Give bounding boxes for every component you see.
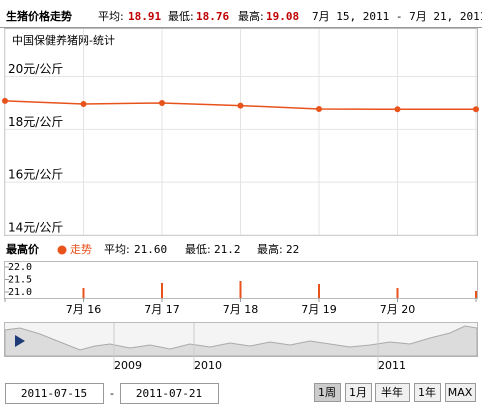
high-bar xyxy=(318,284,320,298)
sub-stat-label: 最低: xyxy=(185,243,211,256)
range-button[interactable] xyxy=(445,383,476,402)
to-input[interactable] xyxy=(120,383,219,404)
x-tick-label: 7月 20 xyxy=(380,303,416,316)
sub-stat-value: 21.2 xyxy=(214,243,241,256)
date-separator: - xyxy=(110,387,114,400)
price-point xyxy=(159,99,165,106)
stat-value: 19.08 xyxy=(266,10,299,23)
price-point xyxy=(394,106,401,113)
stat-label: 最高: xyxy=(238,9,264,23)
y-tick-label: 18元/公斤 xyxy=(8,115,63,129)
high-bar xyxy=(161,283,163,298)
from-input[interactable] xyxy=(5,383,104,404)
price-point xyxy=(80,101,87,108)
high-bar xyxy=(82,288,85,298)
stat-value: 18.76 xyxy=(196,10,229,23)
sub-stat-value: 22 xyxy=(286,243,299,256)
stat-value: 18.91 xyxy=(128,10,161,23)
range-button-label[interactable]: 1周 xyxy=(318,386,336,399)
legend-dot xyxy=(57,245,67,255)
y-tick-label: 22.0 xyxy=(8,262,32,273)
x-tick-label: 7月 18 xyxy=(223,303,259,316)
header-range: 7月 15, 2011 - 7月 21, 2011 xyxy=(312,10,482,23)
high-bar xyxy=(396,288,399,298)
high-bar xyxy=(475,291,477,298)
sub-stat-label: 平均: xyxy=(104,243,130,256)
y-tick-label: 14元/公斤 xyxy=(8,221,63,235)
y-tick-label: 20元/公斤 xyxy=(8,62,63,76)
sub-title: 最高价 xyxy=(6,242,40,256)
year-label: 2010 xyxy=(194,359,222,372)
range-button-label[interactable]: 1年 xyxy=(418,385,436,399)
price-point xyxy=(316,106,322,113)
y-tick-label: 21.5 xyxy=(8,275,32,286)
stat-label: 平均: xyxy=(98,10,124,23)
range-button-label[interactable]: 半年 xyxy=(381,385,403,399)
stat-label: 最低: xyxy=(168,10,194,23)
y-tick-label: 21.0 xyxy=(8,287,32,298)
range-button-label[interactable]: 1月 xyxy=(349,386,367,399)
chart-subtitle: 中国保健养猪网-统计 xyxy=(12,33,115,47)
legend-label: 走势 xyxy=(70,243,92,256)
to-date[interactable]: 2011-07-21 xyxy=(136,387,202,400)
range-button[interactable] xyxy=(375,383,410,402)
x-tick-label: 7月 17 xyxy=(144,303,180,316)
price-point xyxy=(2,97,8,104)
price-point xyxy=(473,106,479,113)
navigator-handle[interactable] xyxy=(15,335,25,347)
navigator-area xyxy=(4,325,478,357)
x-tick-label: 7月 19 xyxy=(301,303,337,316)
range-button[interactable] xyxy=(345,383,372,402)
x-tick-label: 7月 16 xyxy=(66,303,102,316)
year-label: 2009 xyxy=(114,359,142,372)
y-tick-label: 16元/公斤 xyxy=(8,168,63,182)
sub-stat-value: 21.60 xyxy=(134,243,167,256)
sub-stat-label: 最高: xyxy=(257,242,283,256)
header-title: 生猪价格走势 xyxy=(6,9,72,23)
range-button[interactable] xyxy=(314,383,341,402)
from-date[interactable]: 2011-07-15 xyxy=(21,387,87,400)
year-label: 2011 xyxy=(378,359,406,372)
high-bar xyxy=(239,281,242,298)
range-button-label[interactable]: MAX xyxy=(448,386,473,399)
range-button[interactable] xyxy=(414,383,441,402)
price-point xyxy=(237,102,244,109)
